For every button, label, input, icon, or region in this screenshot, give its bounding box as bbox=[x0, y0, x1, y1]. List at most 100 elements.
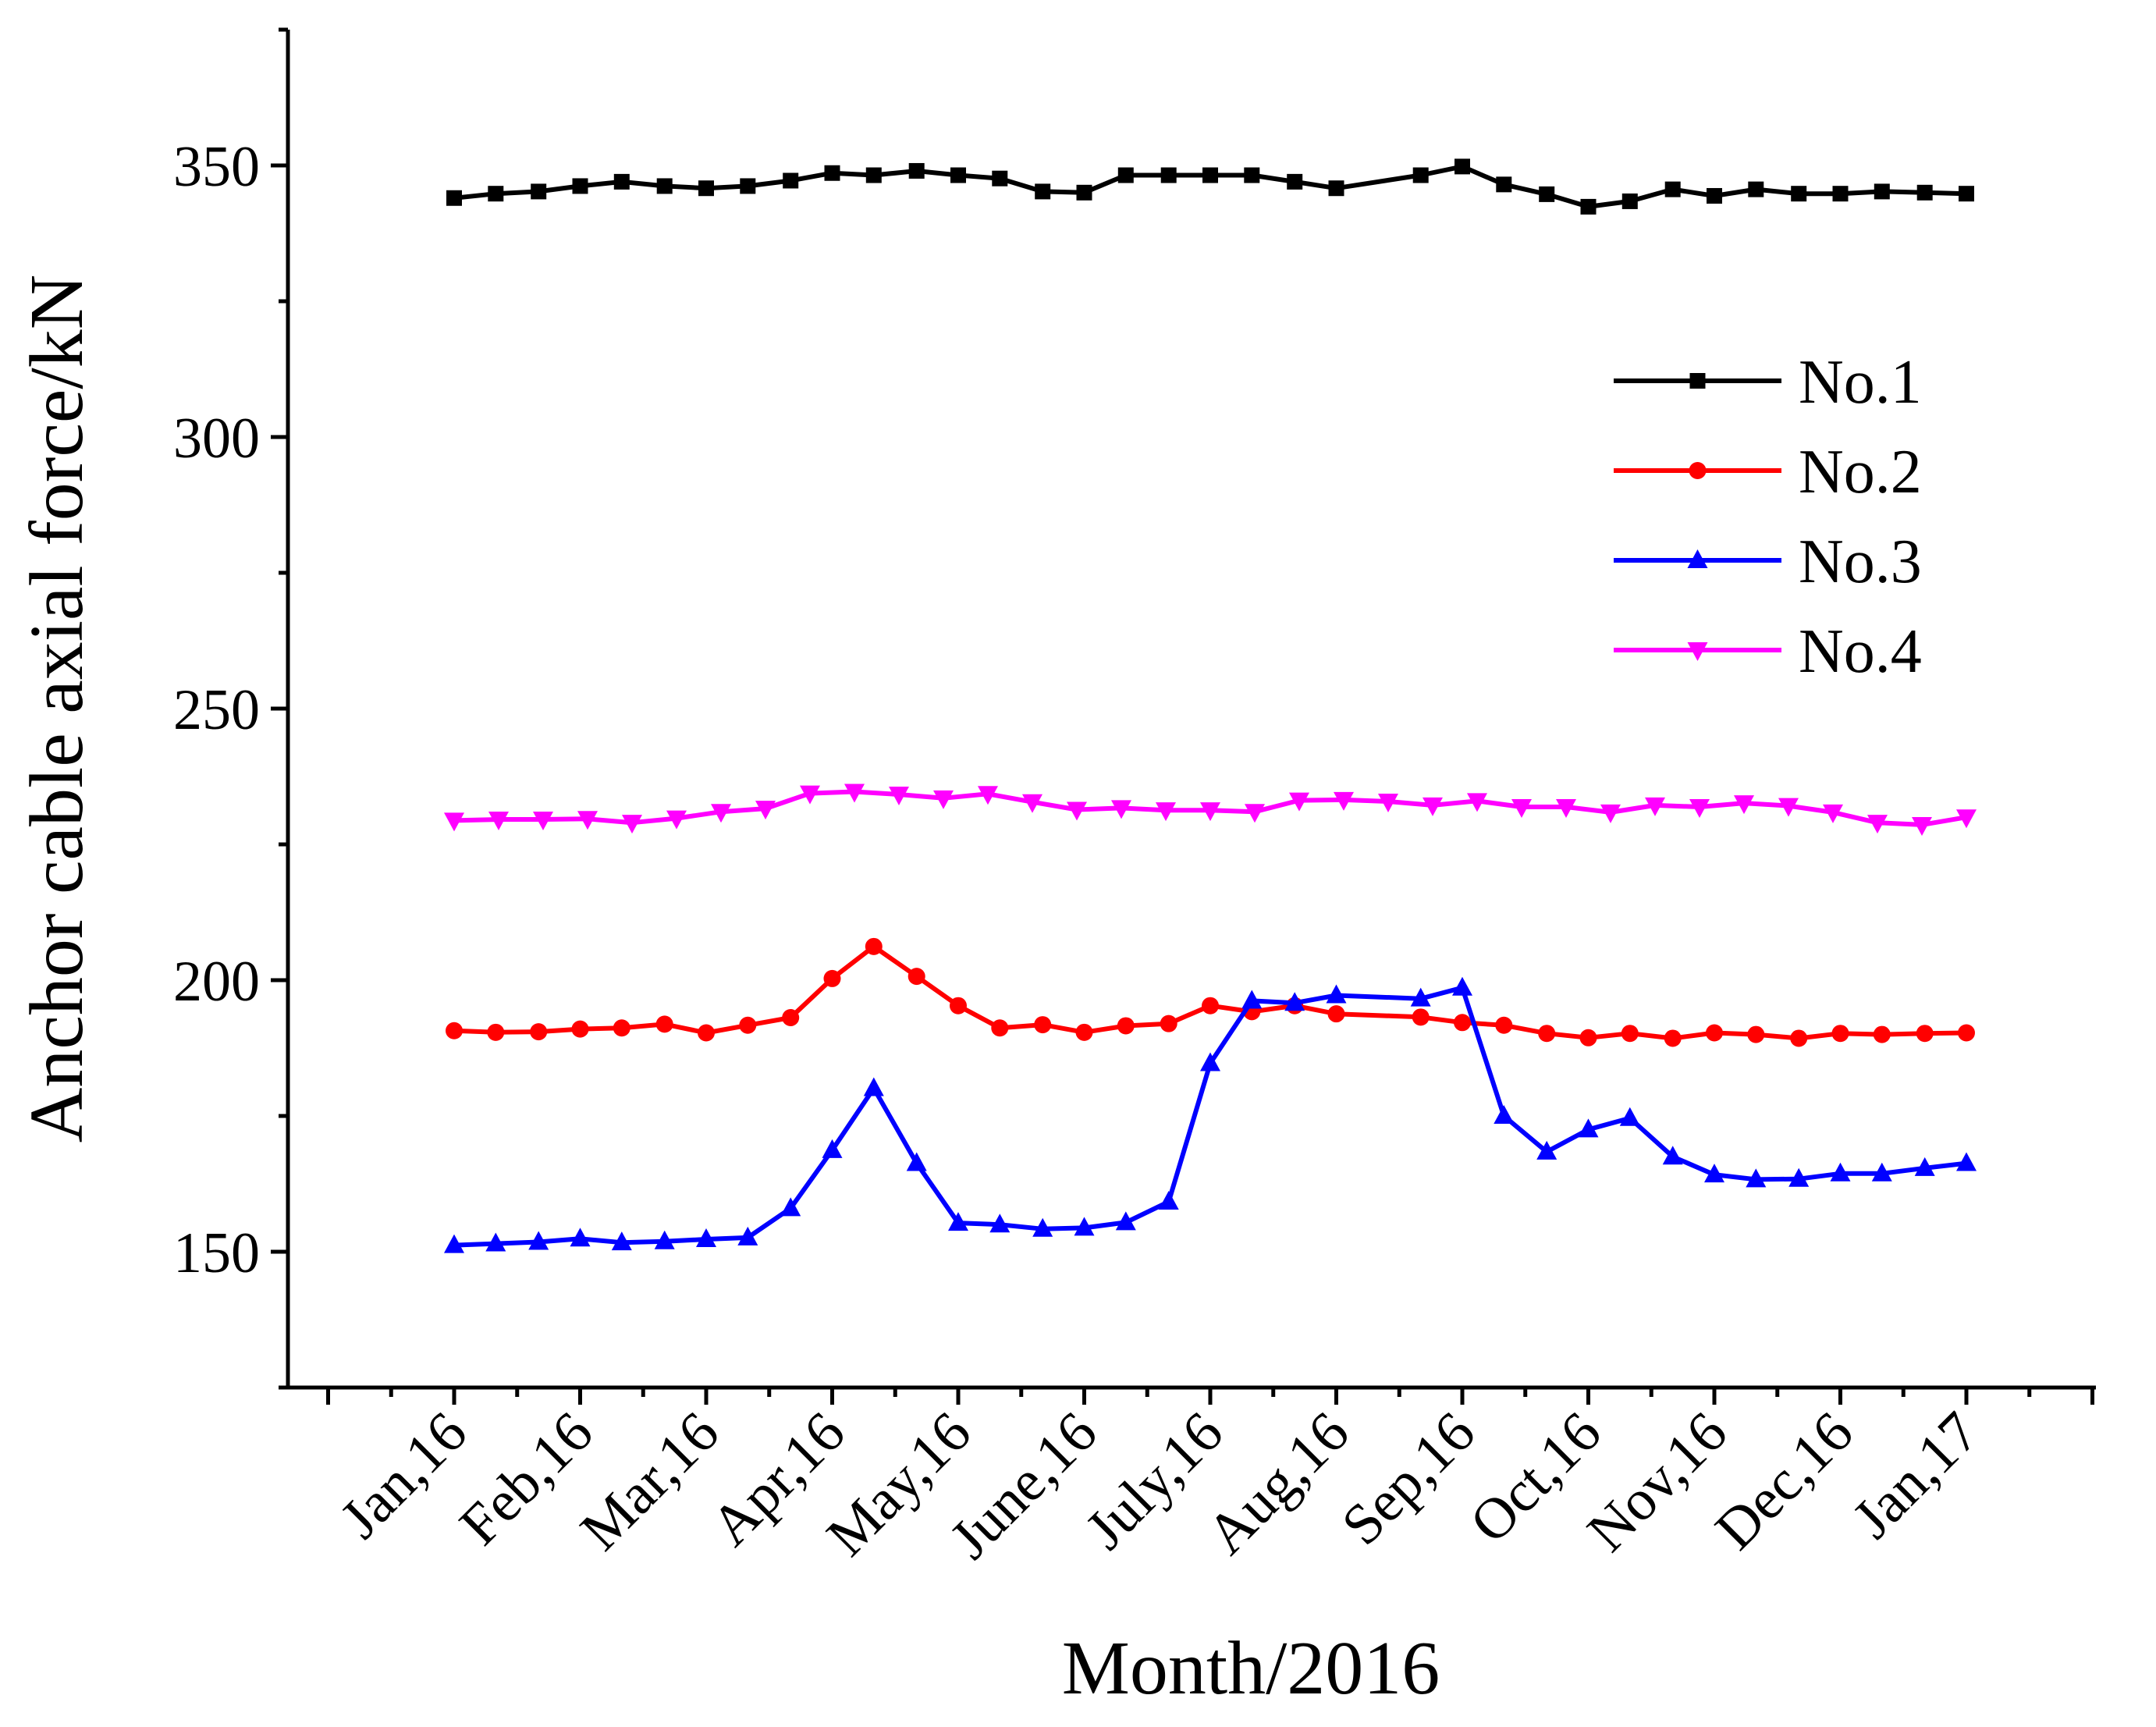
data-point bbox=[1539, 186, 1555, 202]
data-point bbox=[1621, 193, 1638, 209]
data-point bbox=[740, 178, 756, 194]
x-ticks: Jan,16Feb,16Mar,16Apr,16May,16June,16Jul… bbox=[326, 1388, 2094, 1571]
data-point bbox=[488, 186, 504, 202]
data-point bbox=[1664, 181, 1681, 197]
data-point bbox=[782, 1009, 800, 1027]
data-point bbox=[1874, 183, 1890, 200]
data-point bbox=[822, 1139, 843, 1158]
data-point bbox=[978, 786, 998, 805]
data-point bbox=[1202, 997, 1219, 1015]
data-point bbox=[800, 785, 820, 805]
legend-label: No.1 bbox=[1799, 348, 1922, 417]
data-point bbox=[1747, 1025, 1765, 1043]
data-point bbox=[1075, 1023, 1093, 1041]
legend: No.1 No.2 No.3 No.4 bbox=[1614, 348, 1922, 686]
data-point bbox=[1734, 795, 1754, 815]
x-tick-label: Mar,16 bbox=[569, 1400, 731, 1562]
data-point bbox=[1619, 1107, 1640, 1126]
data-point bbox=[780, 1197, 801, 1217]
data-point bbox=[1245, 804, 1265, 823]
data-point bbox=[1788, 1167, 1810, 1187]
axes bbox=[286, 30, 2096, 1390]
y-tick-label: 250 bbox=[173, 678, 260, 742]
data-point bbox=[1790, 1029, 1808, 1047]
data-point bbox=[739, 1016, 757, 1034]
data-point bbox=[1326, 984, 1347, 1004]
x-tick-label: Aug,16 bbox=[1195, 1400, 1362, 1567]
data-point bbox=[1160, 1015, 1177, 1032]
data-point bbox=[889, 786, 909, 805]
data-point bbox=[1067, 801, 1087, 821]
data-point bbox=[1244, 167, 1260, 183]
y-tick-label: 350 bbox=[173, 135, 260, 199]
data-point bbox=[1454, 1014, 1471, 1032]
data-point bbox=[1111, 800, 1131, 819]
data-point bbox=[1423, 797, 1443, 816]
data-point bbox=[1117, 167, 1134, 183]
data-point bbox=[1076, 184, 1092, 201]
series-line bbox=[453, 943, 1967, 1041]
data-point bbox=[1578, 1118, 1599, 1138]
data-point bbox=[570, 1228, 591, 1247]
data-point bbox=[1916, 184, 1933, 201]
legend-label: No.3 bbox=[1799, 528, 1922, 596]
data-point bbox=[696, 1228, 716, 1247]
data-point bbox=[1778, 798, 1799, 817]
data-point bbox=[1511, 798, 1532, 818]
data-point bbox=[1645, 797, 1665, 816]
data-point bbox=[1823, 804, 1843, 823]
data-point bbox=[1117, 1017, 1135, 1035]
data-point bbox=[444, 1234, 464, 1253]
data-point bbox=[1538, 1025, 1556, 1043]
data-point bbox=[1328, 180, 1344, 197]
series-line bbox=[453, 985, 1967, 1248]
data-point bbox=[1912, 816, 1932, 836]
series-No.4 bbox=[444, 784, 1977, 836]
data-point bbox=[1378, 794, 1398, 813]
data-point bbox=[1032, 1217, 1053, 1237]
x-tick-label: Jan,17 bbox=[1841, 1400, 1991, 1551]
data-point bbox=[1074, 1217, 1095, 1236]
data-point bbox=[1334, 791, 1354, 811]
data-point bbox=[446, 190, 462, 206]
data-point bbox=[1287, 173, 1303, 190]
data-point bbox=[1662, 1146, 1683, 1165]
data-point bbox=[1158, 1190, 1179, 1210]
data-point bbox=[989, 1214, 1011, 1233]
data-point bbox=[1689, 798, 1710, 818]
data-point bbox=[1579, 1029, 1597, 1047]
data-point bbox=[487, 1023, 505, 1041]
data-point bbox=[1156, 802, 1176, 822]
data-point bbox=[1452, 976, 1472, 996]
data-point bbox=[950, 997, 967, 1015]
x-axis-title: Month/2016 bbox=[1062, 1626, 1440, 1711]
data-point bbox=[844, 784, 865, 803]
data-point bbox=[654, 1230, 675, 1249]
data-point bbox=[823, 969, 841, 987]
data-point bbox=[865, 937, 883, 955]
data-point bbox=[1284, 992, 1305, 1011]
data-point bbox=[711, 804, 731, 823]
legend-label: No.4 bbox=[1799, 617, 1922, 686]
data-point bbox=[992, 170, 1008, 187]
data-point bbox=[530, 1023, 548, 1041]
data-point bbox=[906, 1152, 927, 1171]
data-point bbox=[1956, 1152, 1977, 1171]
data-point bbox=[948, 1212, 968, 1231]
data-point bbox=[1494, 1105, 1515, 1124]
data-point bbox=[1664, 1029, 1682, 1047]
data-point bbox=[1556, 798, 1576, 818]
data-point bbox=[1289, 792, 1309, 812]
data-point bbox=[1704, 1164, 1724, 1183]
legend-entry: No.4 bbox=[1614, 617, 1922, 686]
legend-swatch-marker bbox=[1689, 373, 1706, 389]
data-point bbox=[1746, 1168, 1767, 1188]
data-point bbox=[933, 790, 954, 809]
legend-swatch-marker bbox=[1687, 642, 1708, 661]
legend-entry: No.2 bbox=[1614, 438, 1922, 506]
x-tick-label: June,16 bbox=[938, 1400, 1109, 1571]
data-point bbox=[1956, 809, 1977, 829]
x-tick-label: Nov,16 bbox=[1575, 1400, 1739, 1564]
data-point bbox=[1327, 1005, 1345, 1023]
y-tick-label: 150 bbox=[173, 1221, 260, 1285]
